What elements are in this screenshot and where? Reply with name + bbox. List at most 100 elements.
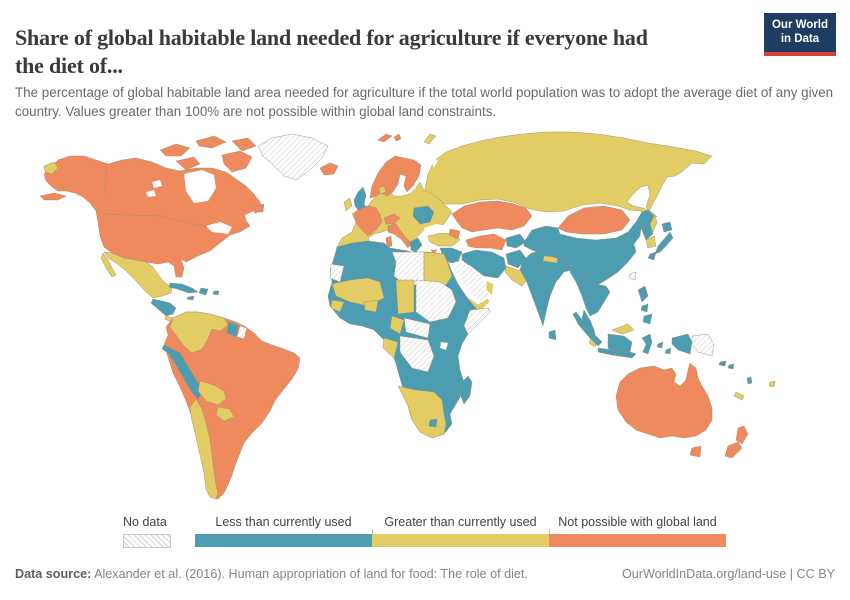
region-ecuador-peru[interactable] — [161, 344, 204, 400]
region-south-korea[interactable] — [645, 235, 657, 249]
region-gabon[interactable] — [382, 337, 399, 359]
region-madagascar[interactable] — [459, 375, 473, 405]
white-sea — [430, 158, 438, 168]
legend-tick — [372, 529, 373, 534]
hudson-bay — [184, 170, 216, 203]
region-south-sudan-car[interactable] — [403, 317, 431, 339]
region-russia[interactable] — [423, 131, 713, 218]
data-source: Data source: Alexander et al. (2016). Hu… — [15, 567, 528, 581]
region-somalia[interactable] — [463, 307, 491, 335]
region-drc[interactable] — [399, 335, 435, 373]
region-kazakhstan[interactable] — [451, 200, 533, 233]
legend-no-data-label: No data — [123, 515, 167, 529]
region-colombia-venezuela[interactable] — [169, 311, 229, 354]
region-sri-lanka[interactable] — [548, 329, 557, 341]
region-ukraine[interactable] — [412, 205, 435, 225]
region-svalbard[interactable] — [377, 133, 402, 143]
legend-category-not-possible[interactable]: Not possible with global land — [549, 515, 726, 547]
legend-label-less: Less than currently used — [215, 515, 352, 529]
legend-category-less[interactable]: Less than currently used — [195, 515, 372, 547]
region-libya[interactable] — [391, 251, 425, 287]
region-burkina[interactable] — [363, 299, 379, 313]
region-australia[interactable] — [615, 362, 713, 439]
region-south-america[interactable] — [163, 311, 301, 500]
data-source-label: Data source: — [15, 567, 92, 581]
legend-bars: Less than currently used Greater than cu… — [195, 515, 726, 547]
region-iran[interactable] — [461, 249, 507, 279]
region-novaya-zemlya[interactable] — [423, 133, 437, 145]
region-solomons[interactable] — [718, 360, 735, 370]
chart-subtitle: The percentage of global habitable land … — [15, 85, 834, 120]
region-mexico[interactable] — [100, 251, 173, 299]
legend-label-greater: Greater than currently used — [384, 515, 537, 529]
region-new-zealand[interactable] — [724, 425, 749, 459]
region-chad[interactable] — [395, 279, 415, 315]
region-iceland[interactable] — [319, 162, 339, 176]
page-title: Share of global habitable land needed fo… — [15, 24, 755, 80]
region-central-asia[interactable] — [465, 233, 507, 251]
legend-swatch-less[interactable] — [195, 534, 372, 547]
region-new-caledonia[interactable] — [733, 391, 745, 401]
title-line-2: the diet of... — [15, 52, 123, 78]
region-kyrgyz-tajik[interactable] — [505, 233, 527, 249]
aral-sea — [477, 230, 484, 237]
region-north-america[interactable] — [39, 135, 265, 278]
region-chukotka-fragment[interactable] — [43, 161, 59, 175]
region-sudan[interactable] — [415, 279, 457, 323]
black-sea — [424, 224, 454, 236]
region-guyana[interactable] — [226, 321, 239, 338]
lake-victoria — [440, 342, 448, 350]
region-guinea[interactable] — [330, 299, 345, 313]
region-hispaniola[interactable] — [198, 287, 209, 296]
region-jamaica[interactable] — [186, 295, 195, 301]
region-chile[interactable] — [189, 398, 219, 500]
region-china[interactable] — [523, 209, 655, 287]
region-oman[interactable] — [485, 279, 495, 297]
legend-label-not-possible: Not possible with global land — [558, 515, 717, 529]
region-ireland[interactable] — [343, 197, 353, 212]
legend-no-data-swatch[interactable] — [123, 534, 171, 548]
region-italy[interactable] — [387, 223, 413, 249]
region-greenland[interactable] — [257, 133, 329, 181]
logo-line-2: in Data — [780, 32, 820, 45]
canadian-lakes — [146, 180, 162, 197]
chart-footer: Data source: Alexander et al. (2016). Hu… — [15, 567, 835, 581]
region-cameroon[interactable] — [389, 315, 405, 335]
legend-tick — [549, 529, 550, 534]
region-cuba[interactable] — [168, 282, 199, 294]
region-lesotho[interactable] — [428, 418, 438, 428]
logo-line-1: Our World — [771, 19, 828, 31]
region-central-america[interactable] — [150, 298, 177, 317]
region-north-korea[interactable] — [640, 223, 654, 241]
region-caucasus[interactable] — [448, 228, 461, 240]
credit-link[interactable]: OurWorldInData.org/land-use | CC BY — [621, 567, 835, 581]
region-denmark[interactable] — [378, 185, 387, 195]
legend-no-data[interactable]: No data — [123, 515, 179, 548]
region-suriname[interactable] — [236, 325, 248, 340]
region-cyprus[interactable] — [430, 249, 438, 255]
region-philippines[interactable] — [637, 285, 653, 325]
gulf-st-lawrence — [245, 211, 256, 222]
legend-swatch-greater[interactable] — [372, 529, 549, 547]
legend-category-greater[interactable]: Greater than currently used — [372, 515, 549, 547]
region-saudi-arabia[interactable] — [452, 261, 491, 303]
region-paraguay[interactable] — [215, 406, 235, 422]
region-tasmania[interactable] — [689, 445, 702, 458]
legend-swatch-not-possible[interactable] — [549, 529, 726, 547]
region-bolivia[interactable] — [197, 380, 227, 406]
great-lakes — [206, 222, 232, 234]
region-france[interactable] — [353, 205, 383, 237]
region-japan[interactable] — [647, 221, 674, 261]
region-mongolia[interactable] — [557, 205, 631, 235]
region-fiji[interactable] — [768, 380, 776, 388]
region-uk[interactable] — [353, 186, 369, 213]
region-vanuatu[interactable] — [746, 376, 753, 385]
region-puerto-rico[interactable] — [212, 290, 220, 296]
region-mauritania-mali[interactable] — [331, 277, 385, 307]
region-taiwan[interactable] — [628, 271, 637, 281]
region-alps[interactable] — [383, 213, 401, 225]
region-indonesia[interactable] — [572, 311, 693, 359]
region-papua-new-guinea[interactable] — [691, 333, 715, 357]
owid-logo[interactable]: Our World in Data — [763, 13, 836, 56]
